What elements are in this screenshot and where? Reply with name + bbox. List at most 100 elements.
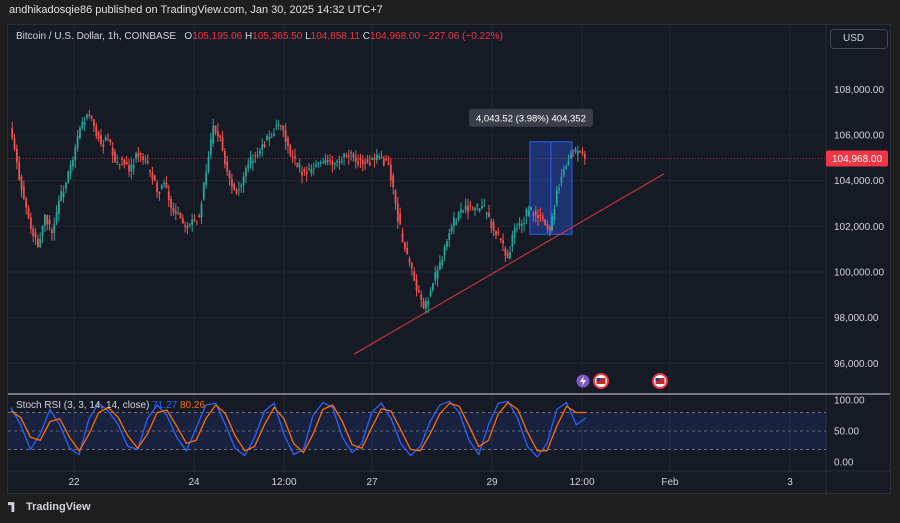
- candle-body: [230, 179, 233, 187]
- candle-body: [118, 164, 121, 166]
- candle-body: [62, 192, 65, 198]
- candle-body: [114, 151, 116, 163]
- stoch-rsi-name[interactable]: Stoch RSI (3, 3, 14, 14, close): [16, 400, 150, 411]
- last-price-label: 104,968.00: [832, 154, 882, 165]
- time-tick-label: 12:00: [569, 477, 594, 488]
- candle-body: [432, 283, 434, 291]
- candle-body: [86, 114, 88, 118]
- candle-body: [415, 279, 418, 291]
- candle-body: [361, 160, 364, 164]
- candle-body: [195, 220, 198, 222]
- candle-body: [165, 182, 168, 188]
- candle-body: [396, 203, 399, 222]
- candle-body: [139, 153, 142, 155]
- time-tick-label: Feb: [661, 477, 679, 488]
- candle-body: [338, 161, 341, 163]
- candle-body: [389, 164, 392, 181]
- candle-body: [546, 224, 549, 229]
- candle-body: [277, 124, 280, 126]
- candle-body: [90, 116, 93, 119]
- candle-body: [308, 168, 310, 170]
- candle-body: [420, 294, 423, 300]
- candle-body: [181, 218, 184, 224]
- candle-body: [205, 171, 208, 186]
- candle-body: [380, 157, 383, 159]
- candle-body: [511, 235, 514, 247]
- candle-body: [504, 248, 507, 256]
- candle-body: [221, 137, 224, 151]
- candle-body: [60, 190, 63, 202]
- low-value: 104,858.11: [310, 31, 360, 42]
- candle-body: [72, 160, 74, 167]
- candle-body: [324, 160, 327, 164]
- candle-body: [534, 210, 537, 215]
- stoch-rsi-d-value: 80.26: [180, 400, 206, 411]
- candle-body: [200, 204, 203, 218]
- candle-body: [422, 300, 425, 309]
- candle-body: [453, 217, 455, 227]
- candle-body: [410, 262, 413, 268]
- candle-body: [39, 238, 42, 247]
- candle-body: [399, 213, 402, 225]
- candle-body: [497, 231, 500, 234]
- candle-body: [495, 230, 497, 236]
- tradingview-footer[interactable]: TradingView: [8, 501, 91, 517]
- price-tick-label: 108,000.00: [834, 85, 884, 96]
- chart-panel[interactable]: 108,000.00 106,000.00 104,000.00 102,000.00…: [7, 24, 891, 494]
- candle-body: [156, 182, 158, 193]
- candle-body: [490, 220, 493, 228]
- candle-body: [441, 259, 444, 266]
- flag-canton: [596, 378, 601, 381]
- stoch-rsi-legend: Stoch RSI (3, 3, 14, 14, close) 71.27 80…: [16, 400, 205, 411]
- flag-stripes: [655, 378, 665, 384]
- candle-body: [97, 132, 100, 140]
- candle-body: [202, 182, 205, 200]
- candle-body: [509, 251, 511, 259]
- candle-body: [284, 130, 287, 143]
- candle-body: [471, 209, 474, 211]
- candle-body: [188, 224, 191, 226]
- candle-body: [282, 125, 285, 131]
- candle-body: [350, 152, 352, 154]
- candle-body: [15, 148, 18, 163]
- time-tick-label: 12:00: [271, 477, 296, 488]
- chart-canvas[interactable]: 108,000.00 106,000.00 104,000.00 102,000.00…: [8, 25, 891, 494]
- candle-body: [177, 212, 180, 214]
- candle-body: [581, 152, 584, 154]
- candle-body: [198, 215, 201, 218]
- candle-body: [530, 206, 532, 211]
- candle-body: [347, 155, 350, 157]
- candle-body: [329, 160, 331, 162]
- candle-body: [488, 212, 490, 217]
- candle-body: [43, 214, 46, 226]
- candle-body: [46, 214, 49, 225]
- currency-button[interactable]: USD: [830, 29, 888, 49]
- candle-body: [343, 153, 345, 158]
- candle-body: [354, 157, 357, 162]
- candle-body: [111, 147, 114, 156]
- candle-body: [53, 223, 56, 234]
- candle-body: [172, 208, 175, 212]
- candle-body: [144, 159, 147, 161]
- symbol-name[interactable]: Bitcoin / U.S. Dollar, 1h, COINBASE: [16, 31, 177, 42]
- candle-body: [167, 191, 170, 200]
- candle-body: [462, 210, 465, 212]
- candle-body: [102, 144, 105, 147]
- candle-body: [116, 162, 119, 164]
- candle-body: [212, 125, 215, 144]
- candle-body: [541, 216, 544, 220]
- candle-body: [340, 160, 343, 163]
- candle-body: [558, 188, 561, 190]
- rsi-tick-label: 50.00: [834, 427, 859, 438]
- candle-body: [287, 138, 289, 147]
- candle-body: [537, 214, 539, 219]
- measure-label-box: [468, 108, 593, 127]
- candle-body: [123, 160, 126, 165]
- price-tick-label: 102,000.00: [834, 222, 884, 233]
- candle-body: [20, 176, 23, 191]
- candle-body: [481, 205, 483, 209]
- candle-body: [572, 155, 575, 157]
- candle-body: [336, 160, 338, 163]
- candle-body: [69, 164, 72, 174]
